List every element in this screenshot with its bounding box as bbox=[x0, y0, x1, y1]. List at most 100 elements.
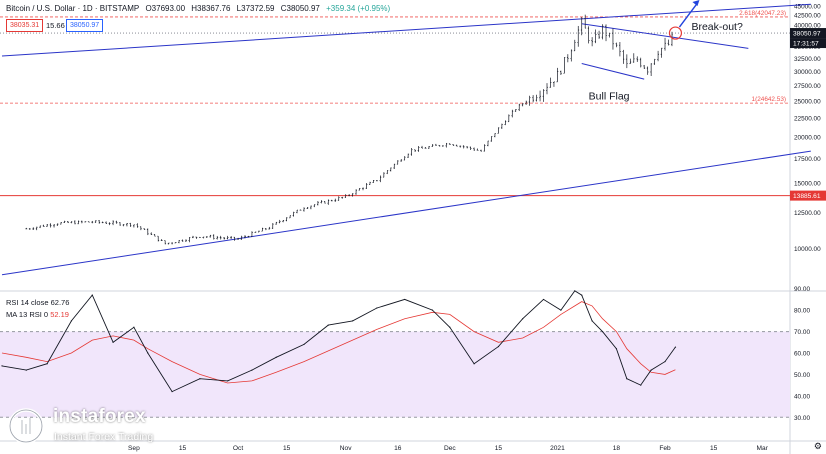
rsi-point bbox=[303, 343, 305, 346]
trendline-flag-lower bbox=[581, 63, 645, 80]
rsi-band bbox=[0, 331, 790, 418]
price-tick-label: 22500.00 bbox=[794, 115, 821, 122]
trendline-channel-lower bbox=[1, 150, 811, 276]
breakout-label: Break-out? bbox=[691, 21, 743, 33]
rsi-tick-label: 60.00 bbox=[794, 351, 810, 358]
support-price-tag: 13885.61 bbox=[793, 193, 821, 200]
price-tick-label: 32500.00 bbox=[794, 56, 821, 63]
rsi-point bbox=[171, 390, 173, 393]
price-tick-label: 15000.00 bbox=[794, 181, 821, 188]
rsi-point bbox=[522, 318, 524, 320]
rsi-point bbox=[449, 326, 451, 328]
rsi-point bbox=[640, 384, 642, 386]
time-tick-label: 15 bbox=[283, 445, 291, 452]
price-tick-label: 20000.00 bbox=[794, 134, 821, 141]
rsi-point bbox=[601, 330, 604, 333]
last-price-tag-bg bbox=[790, 28, 826, 39]
countdown-tag: 17:31:57 bbox=[793, 41, 819, 48]
sell-price-box[interactable]: 38035.31 bbox=[6, 19, 44, 32]
chart-header: Bitcoin / U.S. Dollar · 1D · BITSTAMP O3… bbox=[6, 4, 394, 13]
rsi-point bbox=[199, 378, 201, 380]
rsi-point bbox=[376, 307, 378, 309]
spread-value: 15.66 bbox=[46, 21, 65, 30]
time-tick-label: 15 bbox=[179, 445, 187, 452]
rsi-point bbox=[574, 290, 576, 292]
rsi-tick-label: 80.00 bbox=[794, 308, 810, 315]
fib-label-lower: 1(24642.53) bbox=[752, 96, 786, 103]
time-tick-label: 15 bbox=[710, 445, 718, 452]
rsi-point bbox=[46, 363, 48, 365]
watermark-tagline: Instant Forex Trading bbox=[54, 431, 154, 443]
price-tick-label: 25000.00 bbox=[794, 98, 821, 105]
gear-icon[interactable]: ⚙ bbox=[813, 441, 822, 451]
rsi-point bbox=[542, 298, 545, 301]
rsi-tick-label: 30.00 bbox=[794, 415, 810, 422]
last-price-tag: 38050.97 bbox=[793, 31, 821, 38]
rsi-point bbox=[615, 348, 618, 350]
breakout-circle bbox=[668, 26, 683, 40]
rsi-point bbox=[352, 320, 354, 322]
breakout-arrow-head bbox=[692, 0, 700, 7]
time-tick-label: Mar bbox=[757, 445, 769, 452]
rsi-tick-label: 50.00 bbox=[794, 372, 810, 379]
rsi-value: 62.76 bbox=[50, 298, 70, 307]
rsi-point bbox=[404, 298, 406, 301]
rsi-point bbox=[133, 326, 135, 328]
price-tick-label: 40000.00 bbox=[794, 22, 821, 29]
rsi-point bbox=[275, 356, 277, 358]
trendline-flag-upper bbox=[581, 23, 749, 49]
price-tick-label: 45000.00 bbox=[794, 4, 821, 11]
instaforex-watermark: instaforex Instant Forex Trading bbox=[6, 404, 176, 450]
instaforex-logo-icon bbox=[8, 408, 44, 444]
rsi-point bbox=[431, 309, 434, 311]
rsi-tick-label: 70.00 bbox=[794, 329, 810, 336]
ohlc-high: H38367.76 bbox=[191, 4, 231, 13]
buy-price-box[interactable]: 38050.97 bbox=[66, 19, 104, 32]
rsi-tick-label: 40.00 bbox=[794, 393, 810, 400]
rsi-point bbox=[581, 294, 583, 296]
rsi-point bbox=[227, 380, 229, 382]
ma-value: 52.19 bbox=[50, 310, 69, 319]
rsi-point bbox=[626, 378, 628, 380]
ma-legend: MA 13 RSI 0 52.19 bbox=[6, 310, 69, 319]
time-tick-label: Sep bbox=[128, 445, 140, 452]
time-tick-label: Dec bbox=[444, 445, 456, 452]
rsi-point bbox=[1, 365, 3, 367]
support-price-tag-bg bbox=[790, 190, 826, 201]
ma-label: MA 13 RSI 0 bbox=[6, 310, 49, 319]
price-tick-label: 17500.00 bbox=[794, 156, 821, 163]
candles bbox=[25, 14, 673, 245]
rsi-point bbox=[473, 363, 475, 365]
rsi-tick-label: 90.00 bbox=[794, 286, 810, 293]
ohlc-close: C38050.97 bbox=[280, 4, 320, 13]
price-tick-label: 27500.00 bbox=[794, 83, 821, 90]
breakout-arrow-line bbox=[678, 2, 699, 28]
rsi-point bbox=[664, 360, 666, 363]
rsi-point bbox=[25, 369, 27, 371]
ohlc-open: O37693.00 bbox=[145, 4, 186, 13]
countdown-tag-bg bbox=[790, 38, 826, 49]
ohlc-change: +359.34 (+0.95%) bbox=[326, 4, 391, 13]
rsi-point bbox=[327, 324, 329, 326]
rsi-point bbox=[251, 369, 253, 371]
rsi-point bbox=[591, 320, 593, 322]
rsi-point bbox=[650, 369, 652, 371]
rsi-point bbox=[112, 341, 114, 343]
watermark-name: instaforex bbox=[53, 406, 146, 427]
rsi-point bbox=[674, 346, 677, 348]
rsi-point bbox=[70, 320, 73, 322]
price-tick-label: 30000.00 bbox=[794, 69, 821, 76]
time-tick-label: Oct bbox=[233, 445, 243, 452]
time-tick-label: 2021 bbox=[550, 445, 565, 452]
fib-label-upper: 2.618(42047.23) bbox=[739, 10, 786, 17]
time-tick-label: 16 bbox=[394, 445, 402, 452]
price-tick-label: 10000.00 bbox=[794, 246, 821, 253]
time-tick-label: 18 bbox=[613, 445, 621, 452]
rsi-legend: RSI 14 close 62.76 bbox=[6, 298, 69, 307]
trendline-channel-upper bbox=[1, 3, 811, 57]
rsi-point bbox=[560, 309, 562, 311]
ohlc-low: L37372.59 bbox=[236, 4, 275, 13]
rsi-point bbox=[147, 352, 149, 354]
time-tick-label: Nov bbox=[340, 445, 352, 452]
